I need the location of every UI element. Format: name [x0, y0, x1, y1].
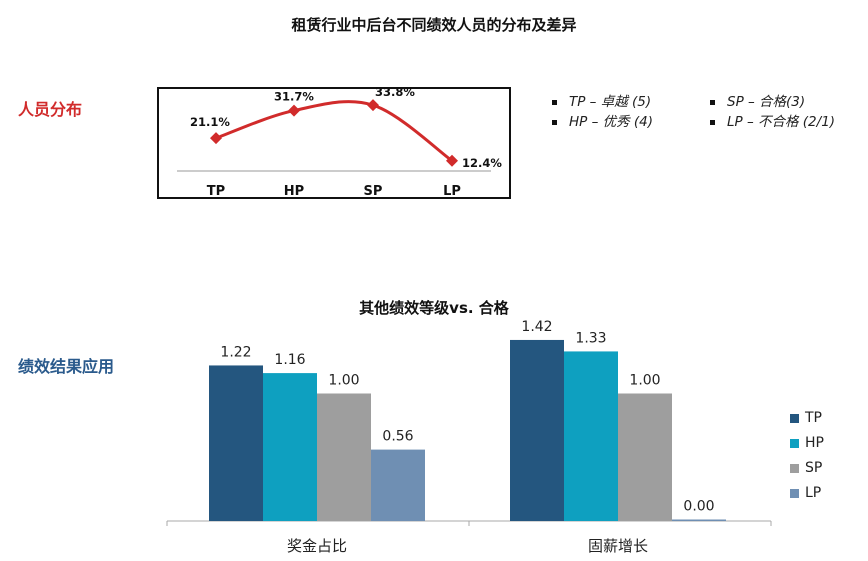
bullet-icon: [710, 99, 715, 105]
x-tick-label: LP: [443, 184, 461, 199]
bar-sp: [317, 393, 371, 521]
grade-legend-item: LP – 不合格 (2/1): [710, 110, 835, 130]
legend-swatch: [790, 438, 799, 448]
line-chart-frame: [157, 87, 511, 199]
bar-value-label: 0.56: [382, 429, 413, 445]
legend-item-lp: LP: [790, 483, 824, 508]
page-title: 租赁行业中后台不同绩效人员的分布及差异: [291, 16, 577, 34]
bar-value-label: 1.00: [629, 373, 660, 389]
bar-tp: [209, 365, 263, 521]
legend-label: LP: [805, 485, 822, 501]
section-label-distribution: 人员分布: [18, 100, 83, 119]
data-label-lp: 12.4%: [462, 156, 502, 170]
legend-label: TP: [805, 410, 822, 426]
bar-value-label: 1.42: [521, 319, 552, 335]
bullet-icon: [552, 99, 557, 105]
bar-hp: [263, 373, 317, 521]
data-point-sp: [367, 99, 379, 112]
legend-swatch: [790, 488, 799, 498]
bar-value-label: 1.16: [274, 352, 305, 368]
data-point-tp: [210, 132, 222, 145]
legend-item-sp: SP: [790, 458, 824, 483]
grade-legend-text: SP – 合格(3): [727, 94, 806, 110]
bar-value-label: 0.00: [683, 499, 714, 515]
grade-legend-item: HP – 优秀 (4): [552, 110, 653, 130]
legend-label: SP: [805, 460, 823, 476]
x-tick-label: HP: [284, 184, 304, 199]
x-tick-label: TP: [207, 184, 225, 199]
grade-legend-text: LP – 不合格 (2/1): [727, 114, 836, 130]
section-label-application: 绩效结果应用: [18, 357, 115, 376]
data-point-hp: [288, 104, 300, 117]
bar-lp: [672, 519, 726, 521]
legend-swatch: [790, 463, 799, 473]
bar-value-label: 1.00: [328, 373, 359, 389]
data-label-sp: 33.8%: [375, 85, 415, 99]
legend-swatch: [790, 413, 799, 423]
bar-sp: [618, 393, 672, 521]
legend-label: HP: [805, 435, 824, 451]
grade-legend-item: SP – 合格(3): [710, 90, 805, 110]
bar-lp: [371, 449, 425, 521]
bar-tp: [510, 339, 564, 521]
bar-value-label: 1.33: [575, 330, 606, 346]
data-label-hp: 31.7%: [274, 90, 314, 104]
x-tick-label: SP: [364, 184, 383, 199]
grade-legend-text: TP – 卓越 (5): [569, 94, 652, 110]
x-category-label: 奖金占比: [287, 537, 347, 555]
grade-legend-text: HP – 优秀 (4): [569, 114, 654, 130]
legend-item-hp: HP: [790, 433, 824, 458]
series-line-distribution: [215, 100, 453, 162]
bullet-icon: [710, 119, 715, 125]
data-point-lp: [446, 154, 458, 167]
bar-hp: [564, 351, 618, 521]
bullet-icon: [552, 119, 557, 125]
data-label-tp: 21.1%: [190, 115, 230, 129]
bar-value-label: 1.22: [220, 344, 251, 360]
bar-legend: TP HP SP LP: [790, 408, 824, 508]
legend-item-tp: TP: [790, 408, 824, 433]
x-category-label: 固薪增长: [588, 537, 648, 555]
bar-chart-title: 其他绩效等级vs. 合格: [359, 299, 509, 317]
grade-legend-item: TP – 卓越 (5): [552, 90, 651, 110]
